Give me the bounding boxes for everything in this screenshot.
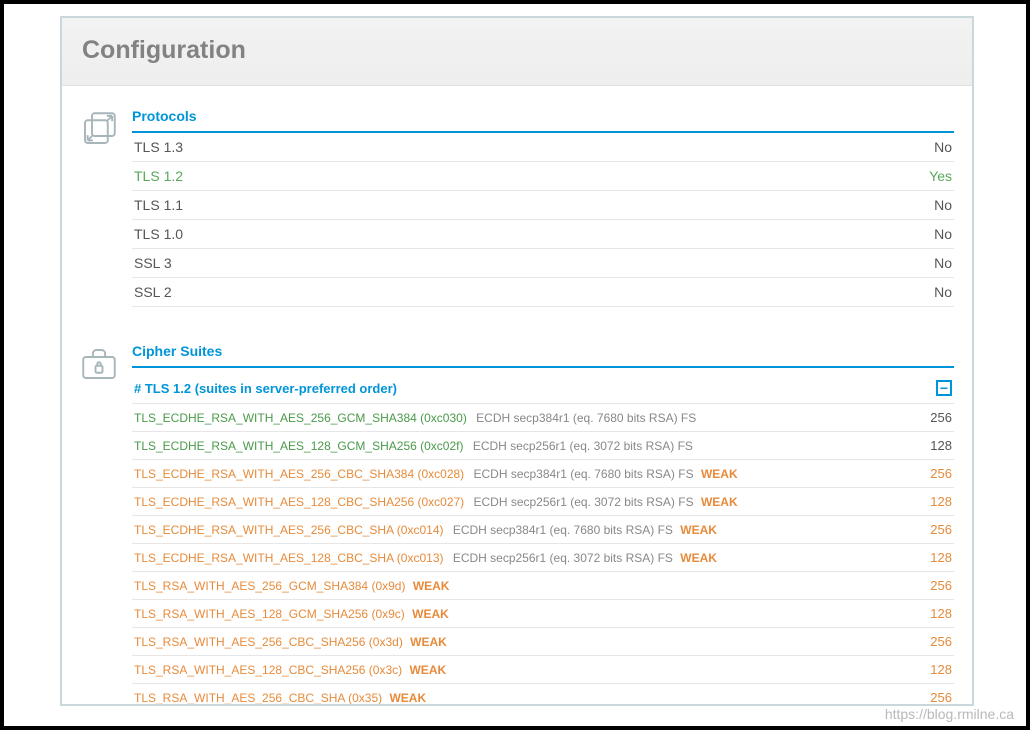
panel-header: Configuration	[62, 18, 972, 86]
protocol-row: TLS 1.1No	[132, 191, 954, 220]
cipher-strength: 256	[921, 684, 954, 707]
cipher-hex: (0xc014)	[397, 523, 444, 537]
protocol-row: SSL 2No	[132, 278, 954, 307]
cipher-hex: (0xc030)	[420, 411, 467, 425]
weak-badge: WEAK	[680, 551, 717, 565]
weak-badge: WEAK	[412, 607, 449, 621]
cipher-strength: 256	[921, 404, 954, 432]
weak-badge: WEAK	[680, 523, 717, 537]
cipher-hex: (0xc028)	[417, 467, 464, 481]
cipher-name: TLS_RSA_WITH_AES_256_CBC_SHA	[134, 691, 345, 705]
cipher-name: TLS_RSA_WITH_AES_256_GCM_SHA384	[134, 579, 368, 593]
cipher-row: TLS_ECDHE_RSA_WITH_AES_256_CBC_SHA384 (0…	[132, 460, 954, 488]
protocols-table: TLS 1.3NoTLS 1.2YesTLS 1.1NoTLS 1.0NoSSL…	[132, 133, 954, 307]
cipher-row: TLS_RSA_WITH_AES_256_GCM_SHA384 (0x9d) W…	[132, 572, 954, 600]
cipher-strength: 256	[921, 516, 954, 544]
weak-badge: WEAK	[409, 663, 446, 677]
cipher-strength: 128	[921, 600, 954, 628]
protocol-value: No	[678, 133, 954, 162]
weak-badge: WEAK	[410, 635, 447, 649]
cipher-details: ECDH secp256r1 (eq. 3072 bits RSA) FS	[453, 551, 673, 565]
weak-badge: WEAK	[413, 579, 450, 593]
cipher-hex: (0xc013)	[397, 551, 444, 565]
protocol-value: No	[678, 278, 954, 307]
cipher-strength: 256	[921, 572, 954, 600]
weak-badge: WEAK	[701, 467, 738, 481]
cipher-strength: 128	[921, 656, 954, 684]
cipher-hex: (0x3d)	[369, 635, 403, 649]
cipher-strength: 256	[921, 460, 954, 488]
cipher-row: TLS_ECDHE_RSA_WITH_AES_256_GCM_SHA384 (0…	[132, 404, 954, 432]
weak-badge: WEAK	[389, 691, 426, 705]
protocol-row: TLS 1.2Yes	[132, 162, 954, 191]
cipher-details: ECDH secp384r1 (eq. 7680 bits RSA) FS	[474, 467, 694, 481]
cipher-hex: (0x9d)	[371, 579, 405, 593]
cipher-details: ECDH secp256r1 (eq. 3072 bits RSA) FS	[473, 439, 693, 453]
cipher-name: TLS_ECDHE_RSA_WITH_AES_256_CBC_SHA384	[134, 467, 414, 481]
cipher-name: TLS_ECDHE_RSA_WITH_AES_256_GCM_SHA384	[134, 411, 417, 425]
protocol-name: TLS 1.3	[132, 133, 678, 162]
briefcase-lock-icon	[78, 343, 120, 385]
cipher-row: TLS_RSA_WITH_AES_128_GCM_SHA256 (0x9c) W…	[132, 600, 954, 628]
cipher-details: ECDH secp256r1 (eq. 3072 bits RSA) FS	[474, 495, 694, 509]
cipher-hex: (0xc027)	[417, 495, 464, 509]
cipher-hex: (0x35)	[348, 691, 382, 705]
cipher-strength: 256	[921, 628, 954, 656]
cipher-name: TLS_ECDHE_RSA_WITH_AES_128_GCM_SHA256	[134, 439, 417, 453]
protocol-row: TLS 1.0No	[132, 220, 954, 249]
cipher-details: ECDH secp384r1 (eq. 7680 bits RSA) FS	[476, 411, 696, 425]
protocol-row: SSL 3No	[132, 249, 954, 278]
cipher-hex: (0x9c)	[371, 607, 404, 621]
protocol-value: No	[678, 191, 954, 220]
protocol-name: TLS 1.1	[132, 191, 678, 220]
expand-icon	[78, 108, 120, 150]
cipher-details: ECDH secp384r1 (eq. 7680 bits RSA) FS	[453, 523, 673, 537]
cipher-name: TLS_RSA_WITH_AES_128_GCM_SHA256	[134, 607, 368, 621]
protocol-name: SSL 3	[132, 249, 678, 278]
cipher-name: TLS_ECDHE_RSA_WITH_AES_128_CBC_SHA256	[134, 495, 414, 509]
cipher-name: TLS_RSA_WITH_AES_128_CBC_SHA256	[134, 663, 365, 677]
cipher-row: TLS_ECDHE_RSA_WITH_AES_128_CBC_SHA (0xc0…	[132, 544, 954, 572]
protocol-name: TLS 1.0	[132, 220, 678, 249]
cipher-row: TLS_ECDHE_RSA_WITH_AES_256_CBC_SHA (0xc0…	[132, 516, 954, 544]
ciphers-table: # TLS 1.2 (suites in server-preferred or…	[132, 368, 954, 706]
cipher-strength: 128	[921, 544, 954, 572]
protocols-heading: Protocols	[132, 108, 954, 133]
cipher-hex: (0xc02f)	[420, 439, 463, 453]
page-title: Configuration	[82, 36, 952, 65]
cipher-name: TLS_ECDHE_RSA_WITH_AES_256_CBC_SHA	[134, 523, 393, 537]
cipher-row: TLS_RSA_WITH_AES_256_CBC_SHA256 (0x3d) W…	[132, 628, 954, 656]
cipher-name: TLS_RSA_WITH_AES_256_CBC_SHA256	[134, 635, 365, 649]
cipher-row: TLS_ECDHE_RSA_WITH_AES_128_CBC_SHA256 (0…	[132, 488, 954, 516]
protocol-value: No	[678, 249, 954, 278]
ciphers-section: Cipher Suites # TLS 1.2 (suites in serve…	[62, 333, 972, 706]
weak-badge: WEAK	[701, 495, 738, 509]
configuration-panel: Configuration Protocols	[60, 16, 974, 706]
collapse-toggle[interactable]: −	[936, 380, 952, 396]
protocol-name: TLS 1.2	[132, 162, 678, 191]
protocols-section: Protocols TLS 1.3NoTLS 1.2YesTLS 1.1NoTL…	[62, 98, 972, 307]
protocol-row: TLS 1.3No	[132, 133, 954, 162]
protocol-name: SSL 2	[132, 278, 678, 307]
cipher-row: TLS_RSA_WITH_AES_128_CBC_SHA256 (0x3c) W…	[132, 656, 954, 684]
cipher-hex: (0x3c)	[369, 663, 402, 677]
cipher-row: TLS_ECDHE_RSA_WITH_AES_128_GCM_SHA256 (0…	[132, 432, 954, 460]
cipher-name: TLS_ECDHE_RSA_WITH_AES_128_CBC_SHA	[134, 551, 393, 565]
cipher-row: TLS_RSA_WITH_AES_256_CBC_SHA (0x35) WEAK…	[132, 684, 954, 707]
cipher-group-label: # TLS 1.2 (suites in server-preferred or…	[134, 381, 397, 396]
ciphers-heading: Cipher Suites	[132, 343, 954, 368]
protocol-value: Yes	[678, 162, 954, 191]
cipher-strength: 128	[921, 488, 954, 516]
protocol-value: No	[678, 220, 954, 249]
cipher-strength: 128	[921, 432, 954, 460]
watermark-url: https://blog.rmilne.ca	[885, 706, 1014, 722]
